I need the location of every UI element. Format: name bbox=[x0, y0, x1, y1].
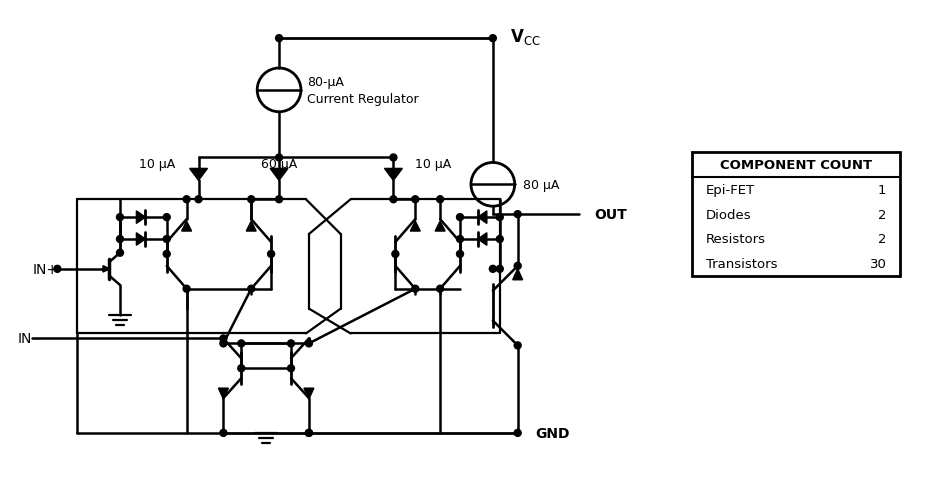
Circle shape bbox=[183, 196, 190, 204]
Circle shape bbox=[392, 251, 399, 258]
Text: 2: 2 bbox=[878, 233, 886, 246]
Circle shape bbox=[457, 251, 463, 258]
Polygon shape bbox=[246, 222, 256, 231]
Circle shape bbox=[390, 155, 397, 162]
Polygon shape bbox=[304, 388, 314, 399]
Text: 10 μA: 10 μA bbox=[415, 157, 451, 170]
Text: V$_{\mathsf{CC}}$: V$_{\mathsf{CC}}$ bbox=[510, 27, 540, 47]
Polygon shape bbox=[385, 169, 402, 181]
Circle shape bbox=[276, 155, 282, 162]
Circle shape bbox=[117, 250, 123, 257]
Circle shape bbox=[497, 266, 503, 273]
Circle shape bbox=[183, 286, 190, 293]
Circle shape bbox=[238, 365, 245, 372]
Circle shape bbox=[220, 335, 227, 342]
Circle shape bbox=[248, 196, 254, 204]
Text: 2: 2 bbox=[878, 208, 886, 221]
Polygon shape bbox=[478, 211, 487, 224]
Circle shape bbox=[117, 214, 123, 221]
Circle shape bbox=[276, 36, 282, 43]
Polygon shape bbox=[136, 233, 145, 246]
Circle shape bbox=[54, 266, 61, 273]
Circle shape bbox=[514, 342, 521, 349]
Circle shape bbox=[437, 196, 444, 204]
Text: Diodes: Diodes bbox=[706, 208, 751, 221]
Polygon shape bbox=[190, 169, 207, 181]
Text: Epi-FET: Epi-FET bbox=[706, 184, 755, 197]
Circle shape bbox=[437, 286, 444, 293]
Circle shape bbox=[195, 196, 202, 204]
Text: GND: GND bbox=[536, 426, 570, 440]
Text: 80-μA
Current Regulator: 80-μA Current Regulator bbox=[307, 76, 418, 106]
Polygon shape bbox=[136, 211, 145, 224]
Text: Resistors: Resistors bbox=[706, 233, 766, 246]
Text: Transistors: Transistors bbox=[706, 257, 777, 270]
Text: IN−: IN− bbox=[18, 332, 43, 346]
Circle shape bbox=[238, 340, 245, 347]
Circle shape bbox=[514, 430, 521, 436]
Circle shape bbox=[489, 266, 497, 273]
Circle shape bbox=[497, 236, 503, 243]
Circle shape bbox=[288, 365, 294, 372]
Text: IN+: IN+ bbox=[32, 262, 58, 276]
Circle shape bbox=[489, 36, 497, 43]
Polygon shape bbox=[512, 269, 523, 280]
Circle shape bbox=[163, 236, 170, 243]
Text: OUT: OUT bbox=[594, 208, 627, 222]
Text: 30: 30 bbox=[870, 257, 886, 270]
Polygon shape bbox=[103, 266, 109, 273]
Circle shape bbox=[248, 286, 254, 293]
Circle shape bbox=[276, 196, 282, 204]
Text: 1: 1 bbox=[878, 184, 886, 197]
Circle shape bbox=[305, 340, 313, 347]
Circle shape bbox=[390, 196, 397, 204]
Circle shape bbox=[220, 340, 227, 347]
Text: 10 μA: 10 μA bbox=[139, 157, 175, 170]
Circle shape bbox=[305, 430, 313, 436]
Polygon shape bbox=[411, 222, 420, 231]
Circle shape bbox=[514, 263, 521, 270]
Circle shape bbox=[514, 211, 521, 218]
Text: 60 μA: 60 μA bbox=[261, 157, 297, 170]
Polygon shape bbox=[435, 222, 445, 231]
Circle shape bbox=[267, 251, 275, 258]
Circle shape bbox=[412, 286, 419, 293]
Circle shape bbox=[220, 430, 227, 436]
Circle shape bbox=[412, 196, 419, 204]
Circle shape bbox=[288, 340, 294, 347]
Circle shape bbox=[163, 251, 170, 258]
Polygon shape bbox=[270, 169, 288, 181]
Bar bbox=[692, 152, 900, 276]
Circle shape bbox=[305, 430, 313, 436]
Polygon shape bbox=[478, 233, 487, 246]
Polygon shape bbox=[218, 388, 228, 399]
Circle shape bbox=[457, 236, 463, 243]
Text: 80 μA: 80 μA bbox=[523, 179, 559, 192]
Circle shape bbox=[163, 214, 170, 221]
Circle shape bbox=[117, 236, 123, 243]
Polygon shape bbox=[181, 222, 191, 231]
Circle shape bbox=[497, 214, 503, 221]
Text: COMPONENT COUNT: COMPONENT COUNT bbox=[720, 158, 872, 171]
Circle shape bbox=[457, 214, 463, 221]
